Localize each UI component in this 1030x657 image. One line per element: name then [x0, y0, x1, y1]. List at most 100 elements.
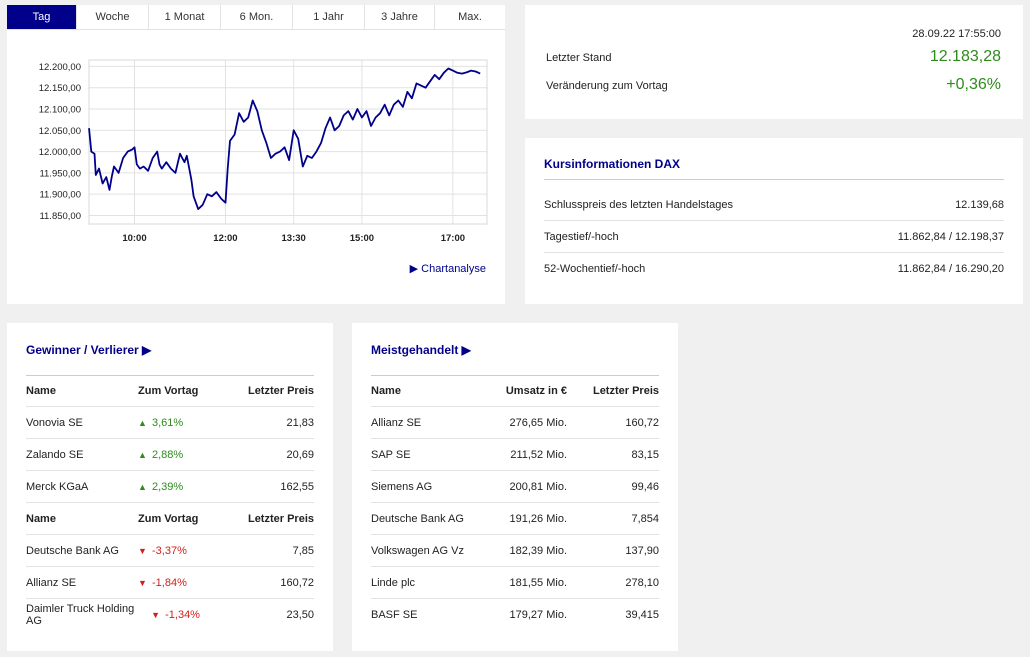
table-row[interactable]: Siemens AG 200,81 Mio. 99,46	[371, 471, 659, 503]
table-row[interactable]: Vonovia SE ▲ 3,61% 21,83	[26, 407, 314, 439]
table-row[interactable]: Volkswagen AG Vz 182,39 Mio. 137,90	[371, 535, 659, 567]
stock-price: 23,50	[286, 609, 314, 621]
info-title: Kursinformationen DAX	[544, 157, 681, 171]
table-row[interactable]: Allianz SE 276,65 Mio. 160,72	[371, 407, 659, 439]
stock-price: 7,85	[292, 544, 314, 557]
col-price: Letzter Preis	[247, 512, 314, 525]
stock-price: 160,72	[280, 576, 314, 589]
table-row[interactable]: Deutsche Bank AG ▼ -3,37% 7,85	[26, 535, 314, 567]
info-rows: Schlusspreis des letzten Handelstages 12…	[525, 189, 1023, 285]
y-tick-label: 11.950,00	[39, 168, 81, 179]
gainers-losers-table: Name Zum Vortag Letzter Preis Vonovia SE…	[26, 375, 314, 631]
stock-name: Volkswagen AG Vz	[371, 544, 464, 557]
arrow-down-icon: ▼	[138, 577, 147, 588]
stock-name: Vonovia SE	[26, 416, 83, 429]
arrow-down-icon: ▼	[151, 610, 161, 620]
y-tick-label: 12.150,00	[39, 83, 81, 94]
info-row-day-range: Tagestief/-hoch 11.862,84 / 12.198,37	[544, 221, 1004, 253]
quote-timestamp: 28.09.22 17:55:00	[912, 28, 1001, 40]
dax-price-line	[88, 67, 481, 211]
stock-change: -3,37%	[152, 544, 187, 557]
table-row[interactable]: Daimler Truck Holding AG ▼ -1,34% 23,50	[26, 599, 314, 631]
y-tick-label: 12.100,00	[39, 104, 81, 115]
stock-name: Linde plc	[371, 576, 416, 589]
table-row[interactable]: BASF SE 179,27 Mio. 39,415	[371, 599, 659, 631]
most-traded-table: Name Umsatz in € Letzter Preis Allianz S…	[371, 375, 659, 631]
change-value: +0,36%	[946, 76, 1001, 93]
table-row[interactable]: Deutsche Bank AG 191,26 Mio. 7,854	[371, 503, 659, 535]
col-price: Letzter Preis	[592, 385, 659, 397]
price-chart: 12.200,00 12.150,00 12.100,00 12.050,00 12.0…	[39, 59, 488, 244]
arrow-up-icon: ▲	[138, 417, 147, 428]
info-row-52-week-range: 52-Wochentief/-hoch 11.862,84 / 16.290,2…	[544, 253, 1004, 285]
x-tick-label: 10:00	[122, 233, 146, 244]
stock-name: Daimler Truck Holding AG	[26, 603, 135, 627]
table-row[interactable]: Linde plc 181,55 Mio. 278,10	[371, 567, 659, 599]
stock-change: -1,34%	[165, 609, 200, 621]
last-price-value: 12.183,28	[929, 48, 1001, 65]
quote-panel: 28.09.22 17:55:00 Letzter Stand 12.183,2…	[525, 5, 1023, 119]
tab-6-mon[interactable]: 6 Mon.	[221, 5, 293, 29]
stock-name: Deutsche Bank AG	[26, 544, 119, 557]
stock-name: Zalando SE	[26, 448, 84, 461]
tab-tag[interactable]: Tag	[7, 5, 77, 29]
stock-price: 21,83	[286, 416, 314, 429]
tab-1-jahr[interactable]: 1 Jahr	[293, 5, 365, 29]
table-row[interactable]: Allianz SE ▼ -1,84% 160,72	[26, 567, 314, 599]
x-tick-label: 12:00	[213, 233, 237, 244]
stock-name: SAP SE	[371, 448, 411, 461]
y-tick-label: 12.050,00	[39, 126, 81, 137]
stock-volume: 182,39 Mio.	[509, 544, 567, 557]
stock-change: 3,61%	[152, 416, 184, 429]
arrow-down-icon: ▼	[138, 545, 147, 556]
info-value: 12.139,68	[955, 199, 1004, 211]
stock-volume: 211,52 Mio.	[510, 448, 567, 461]
x-tick-label: 15:00	[350, 233, 374, 244]
chartanalyse-link[interactable]: ▶ Chartanalyse	[409, 263, 486, 275]
table-row[interactable]: SAP SE 211,52 Mio. 83,15	[371, 439, 659, 471]
last-price-row: Letzter Stand 12.183,28	[546, 48, 1001, 66]
gainers-losers-title-link[interactable]: Gewinner / Verlierer ▶	[26, 343, 152, 357]
chart-panel: Tag Woche 1 Monat 6 Mon. 1 Jahr 3 Jahre …	[7, 5, 505, 304]
y-tick-label: 11.900,00	[39, 190, 81, 201]
table-row[interactable]: Zalando SE ▲ 2,88% 20,69	[26, 439, 314, 471]
stock-price: 278,10	[625, 576, 659, 589]
stock-price: 7,854	[631, 512, 659, 525]
stock-price: 20,69	[286, 448, 314, 461]
stock-price: 83,15	[631, 448, 659, 461]
tab-max[interactable]: Max.	[458, 11, 482, 23]
info-label: Schlusspreis des letzten Handelstages	[544, 199, 733, 211]
arrow-up-icon: ▲	[138, 449, 147, 460]
tab-woche[interactable]: Woche	[77, 5, 149, 29]
stock-change: -1,84%	[152, 576, 187, 589]
x-tick-label: 13:30	[282, 233, 306, 244]
most-traded-title-link[interactable]: Meistgehandelt ▶	[371, 343, 471, 357]
stock-volume: 200,81 Mio.	[509, 480, 567, 493]
table-row[interactable]: Merck KGaA ▲ 2,39% 162,55	[26, 471, 314, 503]
last-price-label: Letzter Stand	[546, 52, 612, 64]
table-header: Name Umsatz in € Letzter Preis	[371, 375, 659, 407]
tab-1-monat[interactable]: 1 Monat	[149, 5, 221, 29]
col-name: Name	[26, 512, 56, 525]
stock-name: BASF SE	[371, 609, 418, 621]
stock-volume: 191,26 Mio.	[509, 512, 567, 525]
table-header: Name Zum Vortag Letzter Preis	[26, 503, 314, 535]
arrow-up-icon: ▲	[138, 481, 147, 492]
y-tick-label: 12.000,00	[39, 147, 81, 158]
change-row: Veränderung zum Vortag +0,36%	[546, 76, 1001, 94]
tab-3-jahre[interactable]: 3 Jahre	[365, 5, 435, 29]
gainers-losers-panel: Gewinner / Verlierer ▶ Name Zum Vortag L…	[7, 323, 333, 651]
col-name: Name	[26, 385, 56, 397]
stock-price: 160,72	[625, 416, 659, 429]
stock-change: 2,88%	[152, 448, 184, 461]
stock-name: Allianz SE	[26, 576, 77, 589]
stock-volume: 276,65 Mio.	[509, 416, 567, 429]
col-name: Name	[371, 385, 401, 397]
stock-change: 2,39%	[152, 480, 184, 493]
info-row-close: Schlusspreis des letzten Handelstages 12…	[544, 189, 1004, 221]
col-price: Letzter Preis	[247, 385, 314, 397]
stock-name: Deutsche Bank AG	[371, 512, 464, 525]
info-label: 52-Wochentief/-hoch	[544, 263, 646, 275]
kursinformationen-panel: Kursinformationen DAX Schlusspreis des l…	[525, 138, 1023, 304]
col-change: Zum Vortag	[138, 385, 199, 397]
